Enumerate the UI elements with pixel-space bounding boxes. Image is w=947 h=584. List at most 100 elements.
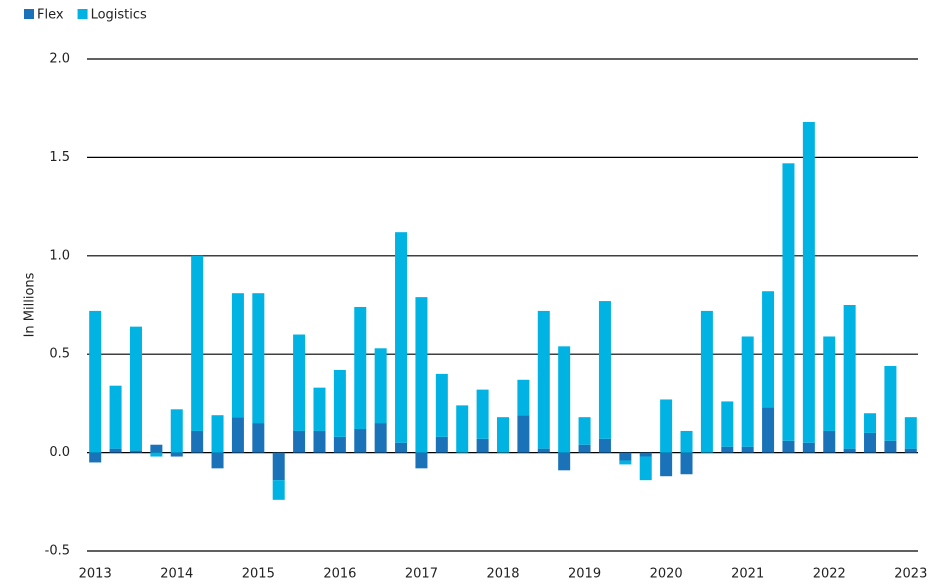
bar: [211, 452, 224, 469]
bar: [109, 448, 122, 453]
y-tick-label: 1.0: [49, 248, 70, 263]
bar: [252, 293, 265, 424]
bar: [374, 348, 387, 424]
bar: [272, 480, 285, 500]
bar: [313, 430, 326, 453]
bar: [700, 310, 713, 453]
bar: [660, 452, 673, 477]
bar: [293, 334, 306, 431]
bar: [802, 121, 815, 443]
bar: [762, 291, 775, 408]
bar: [129, 450, 142, 453]
bar: [476, 438, 489, 453]
bar: [864, 432, 877, 453]
y-tick-label: 1.5: [49, 150, 70, 165]
bar: [517, 415, 530, 453]
bar: [843, 305, 856, 449]
bar: [497, 417, 509, 453]
bar: [639, 452, 652, 457]
y-tick-label: 2.0: [49, 52, 70, 67]
bar: [476, 389, 489, 439]
y-tick-label: 0.5: [49, 347, 70, 362]
bar: [150, 452, 163, 457]
x-tick-label: 2014: [160, 567, 193, 582]
bar: [741, 446, 754, 453]
bar: [89, 310, 102, 453]
x-tick-label: 2018: [486, 567, 519, 582]
x-tick-label: 2022: [813, 567, 846, 582]
bar: [170, 452, 183, 457]
bar: [619, 460, 632, 465]
bar: [170, 409, 183, 453]
x-tick-label: 2023: [894, 567, 927, 582]
y-tick-label: 0.0: [49, 445, 70, 460]
legend-label: Logistics: [91, 8, 147, 23]
bar: [721, 401, 734, 447]
bar: [741, 336, 754, 447]
bar: [762, 407, 775, 453]
bar: [864, 413, 877, 433]
bar: [395, 442, 408, 453]
bar: [415, 452, 428, 469]
legend-swatch: [77, 9, 88, 19]
bar: [680, 430, 693, 453]
legend-swatch: [24, 9, 34, 19]
bar: [354, 306, 367, 429]
bar: [129, 326, 142, 451]
x-tick-label: 2021: [731, 567, 764, 582]
x-tick-label: 2019: [568, 567, 601, 582]
bar: [150, 444, 163, 453]
bar: [435, 436, 448, 453]
bar: [374, 423, 387, 453]
bar: [558, 452, 571, 471]
bar: [904, 448, 917, 453]
bar: [843, 448, 856, 453]
bar: [884, 366, 897, 441]
bar: [537, 310, 550, 449]
bar: [721, 446, 734, 453]
bar: [782, 163, 795, 441]
x-tick-label: 2015: [242, 567, 275, 582]
bar: [231, 417, 244, 453]
bar: [109, 385, 122, 449]
bar: [395, 232, 408, 443]
bar: [823, 430, 836, 453]
bar: [802, 442, 815, 453]
y-axis-label: In Millions: [23, 272, 38, 337]
x-tick-label: 2016: [323, 567, 356, 582]
bar: [558, 346, 571, 453]
bar: [537, 448, 550, 453]
bar: [517, 379, 530, 416]
bar: [272, 452, 285, 481]
bar: [89, 452, 102, 463]
bar: [598, 301, 611, 439]
bar: [313, 387, 326, 431]
bar: [191, 430, 204, 453]
bar: [782, 440, 795, 453]
bar: [619, 452, 632, 461]
bar: [293, 430, 306, 453]
y-tick-label: -0.5: [45, 544, 70, 559]
bar: [354, 428, 367, 453]
legend-label: Flex: [37, 8, 64, 23]
bar: [191, 255, 204, 431]
bar: [231, 293, 244, 418]
bar: [252, 423, 265, 453]
bar: [578, 444, 591, 453]
bar: [333, 436, 346, 453]
bar: [456, 405, 469, 453]
bar: [333, 369, 346, 437]
bar: [211, 415, 224, 453]
bar: [578, 417, 591, 445]
bar: [884, 440, 897, 453]
bar: [415, 297, 428, 453]
bar: [823, 336, 836, 431]
bar: [680, 452, 693, 475]
x-tick-label: 2017: [405, 567, 438, 582]
bar: [639, 456, 652, 481]
bar: [598, 438, 611, 453]
bar: [435, 373, 448, 437]
bar: [904, 417, 917, 449]
x-tick-label: 2020: [650, 567, 683, 582]
